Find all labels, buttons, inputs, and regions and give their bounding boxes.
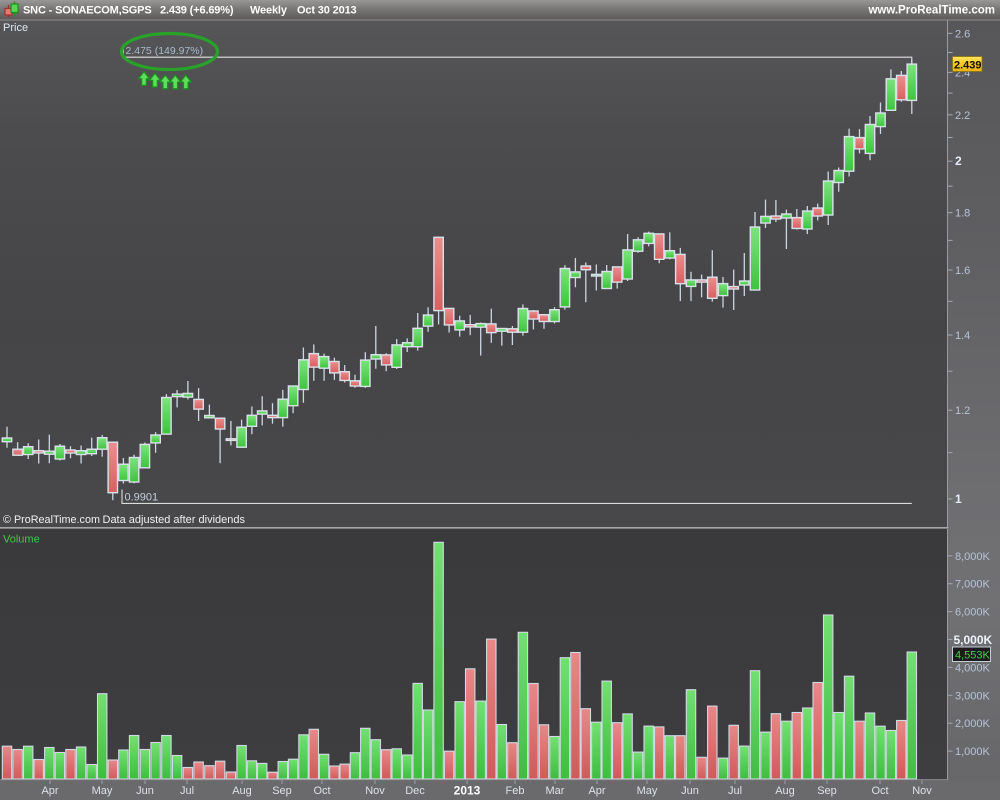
svg-text:Price: Price <box>3 22 28 34</box>
svg-text:8,000K: 8,000K <box>955 551 991 563</box>
svg-text:2.6: 2.6 <box>955 28 970 40</box>
svg-text:May: May <box>92 785 113 797</box>
svg-text:Dec: Dec <box>405 785 425 797</box>
svg-text:1,000K: 1,000K <box>955 746 991 758</box>
svg-text:Volume: Volume <box>3 534 40 546</box>
svg-text:Aug: Aug <box>775 785 795 797</box>
svg-text:Jun: Jun <box>136 785 154 797</box>
svg-text:2.475 (149.97%): 2.475 (149.97%) <box>126 45 204 57</box>
svg-text:Nov: Nov <box>912 785 932 797</box>
svg-text:Data adjusted after dividends: Data adjusted after dividends <box>103 514 246 526</box>
svg-text:2: 2 <box>955 154 962 168</box>
svg-text:Nov: Nov <box>365 785 385 797</box>
svg-text:Oct: Oct <box>313 785 330 797</box>
svg-text:Feb: Feb <box>506 785 525 797</box>
svg-text:Jun: Jun <box>681 785 699 797</box>
svg-text:3,000K: 3,000K <box>955 690 991 702</box>
svg-text:Oct: Oct <box>871 785 888 797</box>
svg-text:www.ProRealTime.com: www.ProRealTime.com <box>867 5 995 17</box>
svg-text:Weekly: Weekly <box>250 5 288 17</box>
svg-text:2.439 (+6.69%): 2.439 (+6.69%) <box>160 5 234 17</box>
svg-text:1.6: 1.6 <box>955 265 970 277</box>
svg-text:2,000K: 2,000K <box>955 718 991 730</box>
svg-text:7,000K: 7,000K <box>955 579 991 591</box>
svg-text:2.439: 2.439 <box>954 59 982 71</box>
svg-text:Jul: Jul <box>180 785 194 797</box>
svg-text:4,553K: 4,553K <box>955 649 991 661</box>
svg-text:© ProRealTime.com: © ProRealTime.com <box>3 514 100 526</box>
svg-text:1.2: 1.2 <box>955 405 970 417</box>
svg-text:SNC - SONAECOM,SGPS: SNC - SONAECOM,SGPS <box>23 5 152 17</box>
svg-text:5,000K: 5,000K <box>954 633 993 647</box>
svg-text:Jul: Jul <box>728 785 742 797</box>
svg-text:Sep: Sep <box>817 785 837 797</box>
svg-text:Aug: Aug <box>232 785 252 797</box>
svg-text:Apr: Apr <box>41 785 58 797</box>
svg-text:4,000K: 4,000K <box>955 662 991 674</box>
svg-text:0.9901: 0.9901 <box>125 492 159 504</box>
svg-text:Apr: Apr <box>588 785 605 797</box>
svg-text:Sep: Sep <box>272 785 292 797</box>
svg-text:May: May <box>637 785 658 797</box>
svg-text:1.8: 1.8 <box>955 208 970 220</box>
svg-text:6,000K: 6,000K <box>955 607 991 619</box>
svg-text:2.2: 2.2 <box>955 110 970 122</box>
svg-text:1: 1 <box>955 492 962 506</box>
svg-text:1.4: 1.4 <box>955 330 970 342</box>
svg-text:Mar: Mar <box>546 785 565 797</box>
svg-text:2013: 2013 <box>454 784 481 798</box>
svg-text:Oct 30 2013: Oct 30 2013 <box>297 5 357 17</box>
